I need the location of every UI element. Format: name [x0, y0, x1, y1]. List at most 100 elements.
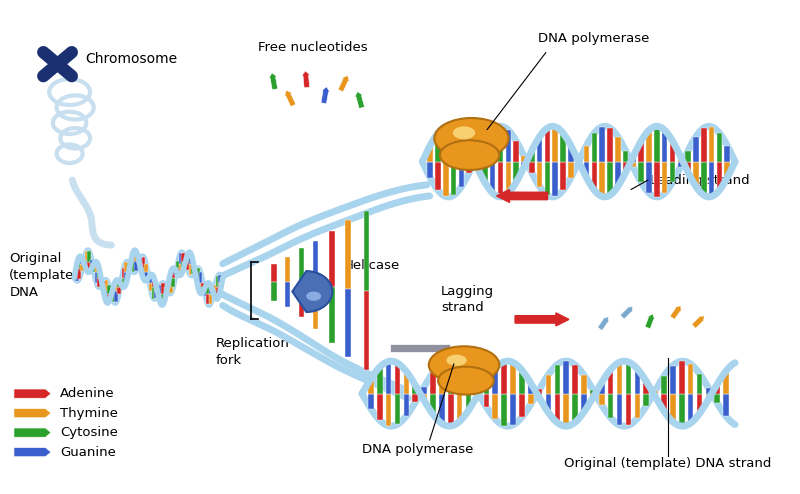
Bar: [725, 146, 730, 162]
Bar: [313, 241, 318, 285]
Bar: [546, 374, 551, 394]
Bar: [474, 156, 480, 162]
Bar: [670, 366, 676, 394]
FancyArrow shape: [620, 307, 633, 319]
Bar: [725, 162, 730, 178]
Bar: [514, 162, 519, 182]
Bar: [634, 369, 640, 394]
Bar: [599, 394, 605, 405]
Bar: [330, 287, 335, 343]
Ellipse shape: [434, 118, 509, 159]
Bar: [701, 162, 706, 195]
Bar: [142, 268, 146, 279]
Bar: [545, 128, 550, 162]
Bar: [545, 162, 550, 195]
Bar: [130, 264, 133, 269]
Bar: [107, 293, 110, 302]
Bar: [157, 291, 160, 293]
Bar: [537, 162, 542, 187]
Bar: [458, 162, 464, 187]
FancyArrow shape: [14, 389, 51, 398]
Bar: [686, 162, 691, 172]
Bar: [94, 262, 98, 273]
Bar: [678, 162, 683, 167]
FancyArrow shape: [645, 314, 654, 329]
Bar: [377, 394, 382, 420]
Bar: [591, 133, 597, 162]
Bar: [189, 253, 193, 264]
Bar: [198, 283, 202, 293]
Bar: [82, 259, 86, 262]
Bar: [529, 162, 534, 172]
Bar: [206, 283, 210, 293]
Bar: [271, 282, 277, 301]
FancyArrow shape: [515, 313, 569, 326]
Bar: [572, 394, 578, 422]
FancyArrow shape: [692, 316, 704, 329]
Bar: [179, 264, 182, 275]
Bar: [458, 137, 464, 162]
Bar: [670, 394, 676, 422]
Bar: [563, 361, 569, 394]
Bar: [92, 268, 96, 272]
Bar: [285, 282, 290, 307]
Bar: [537, 137, 542, 162]
FancyArrow shape: [302, 71, 310, 88]
Text: Free nucleotides: Free nucleotides: [258, 41, 368, 54]
Bar: [157, 293, 160, 296]
Bar: [607, 128, 613, 162]
Bar: [553, 162, 558, 197]
Bar: [697, 374, 702, 394]
Bar: [144, 273, 148, 281]
Bar: [626, 394, 631, 425]
Bar: [114, 291, 118, 302]
Bar: [169, 272, 173, 283]
Bar: [510, 363, 516, 394]
Bar: [661, 394, 666, 411]
FancyArrow shape: [338, 76, 350, 92]
Bar: [122, 268, 126, 278]
Bar: [386, 394, 391, 426]
Bar: [102, 288, 106, 294]
Bar: [582, 394, 587, 412]
Bar: [688, 394, 694, 423]
Bar: [688, 364, 694, 394]
Text: Thymine: Thymine: [60, 407, 118, 419]
Bar: [706, 394, 711, 400]
Bar: [194, 270, 198, 273]
Bar: [166, 288, 170, 292]
Bar: [119, 283, 123, 285]
Bar: [413, 394, 418, 402]
Text: Chromosome: Chromosome: [86, 51, 178, 66]
Bar: [201, 283, 205, 288]
Bar: [617, 394, 622, 425]
Bar: [330, 231, 335, 287]
FancyArrow shape: [598, 317, 609, 330]
Bar: [514, 141, 519, 162]
Bar: [130, 259, 133, 264]
Bar: [142, 257, 146, 268]
Bar: [169, 283, 173, 293]
Bar: [679, 361, 685, 394]
Bar: [194, 273, 198, 275]
Bar: [584, 146, 590, 162]
Bar: [615, 162, 621, 187]
Bar: [697, 394, 702, 413]
Bar: [443, 162, 449, 197]
Bar: [457, 394, 462, 421]
Bar: [622, 151, 628, 162]
Text: DNA polymerase: DNA polymerase: [538, 32, 650, 44]
Bar: [654, 162, 660, 197]
Bar: [483, 394, 489, 407]
Text: Original
(template)
DNA: Original (template) DNA: [10, 252, 80, 299]
FancyArrow shape: [14, 428, 51, 437]
FancyArrow shape: [269, 73, 278, 90]
Bar: [537, 389, 542, 394]
Bar: [105, 291, 108, 302]
Bar: [448, 361, 454, 394]
Bar: [615, 137, 621, 162]
Bar: [443, 127, 449, 162]
Bar: [171, 268, 175, 278]
Bar: [214, 291, 217, 298]
Bar: [164, 291, 168, 296]
